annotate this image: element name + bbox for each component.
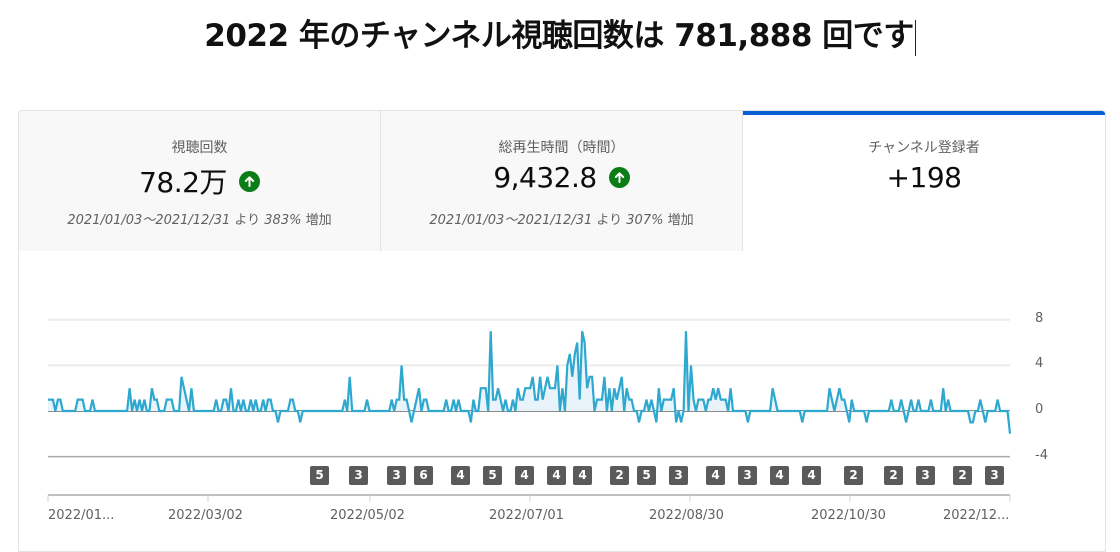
headline-text: 2022 年のチャンネル視聴回数は 781,888 回です	[204, 18, 914, 54]
video-publish-marker[interactable]: 3	[349, 466, 368, 485]
video-publish-marker[interactable]: 3	[669, 466, 688, 485]
y-tick-label: -4	[1035, 447, 1048, 463]
tab-value: 78.2万	[139, 166, 227, 199]
video-publish-marker[interactable]: 5	[483, 466, 502, 485]
video-publish-marker[interactable]: 4	[802, 466, 821, 485]
video-publish-marker[interactable]: 5	[637, 466, 656, 485]
x-tick-label: 2022/07/01	[489, 508, 564, 523]
x-tick-label: 2022/10/30	[811, 508, 886, 523]
video-publish-marker[interactable]: 2	[610, 466, 629, 485]
video-publish-marker[interactable]: 2	[884, 466, 903, 485]
tab-subscribers[interactable]: チャンネル登録者 +198	[743, 111, 1105, 251]
y-tick-label: 4	[1035, 356, 1044, 372]
video-publish-marker[interactable]: 2	[953, 466, 972, 485]
tab-label: 総再生時間（時間）	[498, 140, 625, 156]
video-publish-marker[interactable]: 4	[770, 466, 789, 485]
tab-comparison: 2021/01/03〜2021/12/31 より 307% 増加	[429, 213, 694, 228]
tab-comparison: 2021/01/03〜2021/12/31 より 383% 増加	[67, 213, 332, 228]
tab-views[interactable]: 視聴回数 78.2万 2021/01/03〜2021/12/31 より 383%…	[19, 111, 381, 251]
tab-watch-time[interactable]: 総再生時間（時間） 9,432.8 2021/01/03〜2021/12/31 …	[381, 111, 743, 251]
y-tick-label: 0	[1035, 402, 1044, 417]
x-tick-label: 2022/12...	[943, 508, 1010, 523]
video-publish-marker[interactable]: 4	[515, 466, 534, 485]
video-publish-marker[interactable]: 5	[310, 466, 329, 485]
tab-value: +198	[886, 161, 962, 194]
analytics-panel: 視聴回数 78.2万 2021/01/03〜2021/12/31 より 383%…	[18, 110, 1106, 552]
video-publish-marker[interactable]: 3	[916, 466, 935, 485]
metric-tabs: 視聴回数 78.2万 2021/01/03〜2021/12/31 より 383%…	[19, 111, 1105, 251]
y-tick-label: 8	[1035, 310, 1044, 326]
video-publish-marker[interactable]: 3	[387, 466, 406, 485]
arrow-up-circle-icon	[238, 170, 260, 192]
video-publish-marker[interactable]: 4	[547, 466, 566, 485]
tab-label: チャンネル登録者	[868, 140, 980, 156]
x-tick-label: 2022/05/02	[330, 508, 405, 523]
chart-canvas	[47, 318, 1012, 502]
arrow-up-circle-icon	[608, 167, 630, 188]
x-tick-label: 2022/03/02	[168, 508, 243, 523]
video-publish-marker[interactable]: 3	[738, 466, 757, 485]
page-headline: 2022 年のチャンネル視聴回数は 781,888 回です	[0, 14, 1120, 58]
x-tick-label: 2022/01...	[48, 508, 115, 523]
tab-value: 9,432.8	[493, 161, 597, 194]
text-caret	[914, 19, 916, 56]
video-publish-marker[interactable]: 2	[844, 466, 863, 485]
video-publish-marker[interactable]: 4	[573, 466, 592, 485]
video-publish-marker[interactable]: 6	[414, 466, 433, 485]
video-publish-marker[interactable]: 4	[451, 466, 470, 485]
video-publish-marker[interactable]: 4	[706, 466, 725, 485]
video-publish-marker[interactable]: 3	[985, 466, 1004, 485]
tab-label: 視聴回数	[171, 140, 228, 156]
x-tick-label: 2022/08/30	[649, 508, 724, 523]
subscribers-line-chart[interactable]: 8 4 0 -4 2022/01... 2022/03/02 2022/05/02 2022…	[19, 251, 1105, 551]
